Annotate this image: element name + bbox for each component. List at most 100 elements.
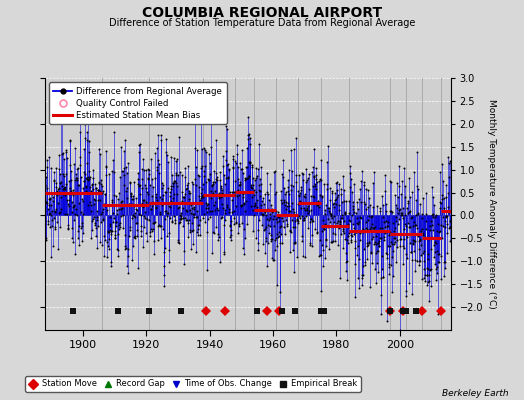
Point	[244, 175, 252, 182]
Point	[391, 239, 400, 246]
Point	[221, 217, 229, 224]
Point	[122, 188, 130, 194]
Point	[376, 234, 384, 241]
Point	[319, 247, 328, 253]
Point	[94, 179, 103, 186]
Point	[291, 218, 299, 224]
Point	[207, 195, 215, 201]
Point	[429, 194, 438, 200]
Point	[147, 203, 156, 210]
Point	[326, 211, 335, 217]
Point	[188, 178, 196, 185]
Point	[256, 206, 265, 213]
Point	[214, 234, 223, 240]
Point	[171, 219, 179, 226]
Point	[376, 235, 385, 242]
Point	[410, 238, 418, 245]
Point	[284, 188, 292, 194]
Point	[210, 168, 218, 174]
Point	[220, 251, 228, 258]
Point	[104, 229, 112, 235]
Point	[421, 234, 430, 240]
Point	[66, 137, 74, 144]
Point	[239, 194, 247, 200]
Point	[446, 238, 454, 244]
Point	[289, 247, 298, 254]
Point	[152, 194, 160, 200]
Point	[198, 146, 206, 153]
Point	[421, 278, 429, 284]
Point	[123, 185, 131, 191]
Point	[388, 208, 397, 215]
Point	[176, 168, 184, 175]
Point	[216, 176, 224, 183]
Point	[80, 168, 88, 175]
Point	[129, 179, 138, 185]
Point	[290, 146, 299, 152]
Point	[158, 180, 167, 186]
Point	[302, 176, 311, 183]
Point	[216, 168, 224, 175]
Point	[380, 219, 388, 225]
Point	[233, 193, 242, 199]
Point	[362, 225, 370, 232]
Point	[212, 170, 221, 176]
Point	[367, 248, 375, 255]
Point	[244, 136, 253, 142]
Point	[414, 210, 422, 216]
Point	[425, 278, 433, 284]
Point	[358, 282, 366, 288]
Point	[51, 223, 60, 230]
Point	[148, 193, 156, 199]
Point	[238, 220, 246, 227]
Point	[247, 194, 256, 200]
Point	[60, 192, 69, 198]
Point	[416, 237, 424, 243]
Point	[231, 178, 239, 184]
Point	[138, 156, 147, 162]
Point	[419, 232, 427, 239]
Point	[350, 231, 358, 237]
Point	[74, 164, 83, 171]
Point	[147, 205, 155, 212]
Point	[51, 206, 60, 212]
Point	[174, 240, 183, 246]
Point	[189, 211, 198, 218]
Point	[308, 232, 316, 238]
Point	[425, 236, 434, 242]
Point	[202, 202, 211, 208]
Point	[320, 226, 329, 232]
Point	[104, 236, 113, 242]
Point	[406, 208, 414, 214]
Point	[378, 193, 386, 199]
Point	[44, 218, 52, 224]
Point	[140, 167, 148, 174]
Point	[157, 234, 166, 241]
Point	[279, 197, 288, 203]
Point	[339, 227, 347, 234]
Point	[260, 207, 268, 214]
Point	[354, 243, 363, 249]
Point	[395, 207, 403, 213]
Point	[51, 226, 59, 232]
Point	[408, 257, 416, 263]
Point	[357, 199, 365, 206]
Point	[148, 176, 156, 183]
Point	[232, 202, 241, 209]
Point	[316, 288, 325, 294]
Point	[215, 195, 223, 201]
Point	[119, 182, 128, 188]
Point	[49, 198, 57, 204]
Point	[127, 189, 135, 196]
Point	[424, 279, 432, 286]
Point	[283, 199, 292, 206]
Point	[183, 162, 192, 169]
Point	[93, 214, 101, 220]
Point	[438, 235, 446, 241]
Point	[302, 166, 311, 172]
Point	[210, 179, 219, 186]
Point	[172, 156, 181, 162]
Point	[211, 188, 219, 194]
Point	[144, 174, 152, 181]
Point	[197, 195, 205, 201]
